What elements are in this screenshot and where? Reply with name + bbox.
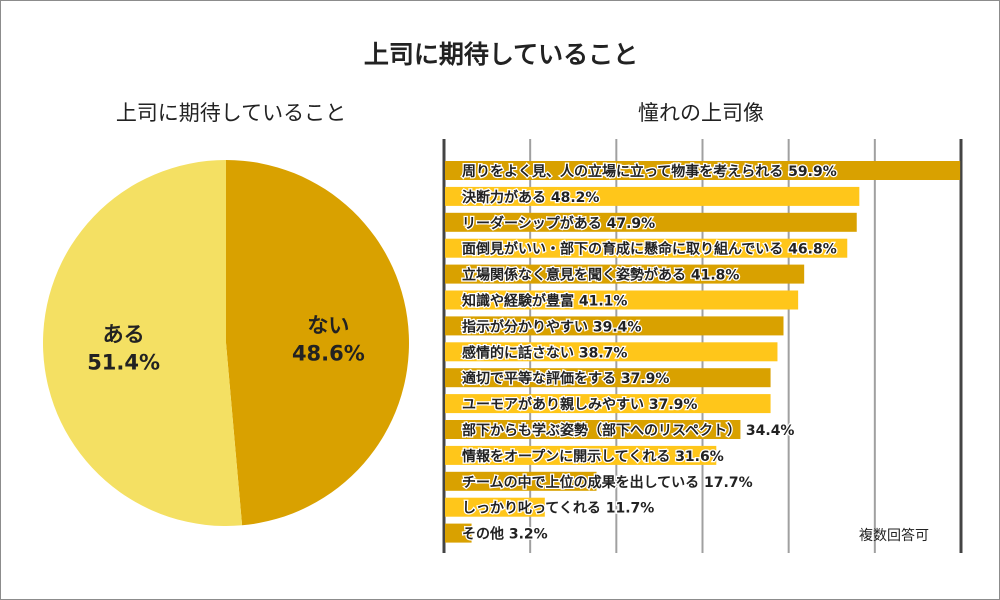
pie-slice-label: ある [103,323,145,347]
chart-title: 上司に期待していること [363,40,639,69]
bar-label: 決断力がある 48.2% [462,189,599,206]
bar [445,264,805,284]
bar [445,497,545,517]
bar [445,420,741,439]
bar [445,471,597,491]
bar-label: しっかり叱ってくれる 11.7% [462,501,654,517]
bar-chart: 周りをよく見、人の立場に立って物事を考えられる 59.9% 決断力がある 48.2… [442,139,963,553]
bar-label: 情報をオープンに開示してくれる 31.6% [462,448,724,465]
bar [445,523,472,543]
pie-slice [226,160,410,526]
bar-label: 面倒見がいい・部下の育成に懸命に取り組んでいる 46.8% [462,241,837,258]
bar-label: ユーモアがあり親しみやすい 37.9% [462,396,697,413]
pie-chart-title: 上司に期待していること [115,101,347,125]
bar-label: リーダーシップがある 47.9% [462,215,655,232]
bar-label: 指示が分かりやすい 39.4% [462,318,641,335]
pie-slice-value-label: 48.6% [292,341,365,365]
bar [445,368,771,388]
bar-label: 知識や経験が豊富 41.1% [462,293,627,310]
bar [445,186,860,206]
bar [445,342,778,362]
bar [445,316,784,336]
bar-label: 適切で平等な評価をする 37.9% [462,370,669,387]
bar [445,445,717,465]
pie-slice-label: ない [307,313,349,337]
bar-label: 部下からも学ぶ姿勢（部下へのリスペクト） 34.4% [462,422,794,439]
bar [445,212,857,232]
bar-label: 立場関係なく意見を聞く姿勢がある 41.8% [462,267,739,284]
bar [445,290,799,310]
pie-slice-value-label: 51.4% [87,351,160,375]
bar-label: チームの中で上位の成果を出している 17.7% [462,474,753,491]
bar-label: 周りをよく見、人の立場に立って物事を考えられる 59.9% [462,163,837,180]
multiple-answer-note: 複数回答可 [859,528,929,544]
bar-label: 感情的に話さない 38.7% [462,344,627,361]
pie-slice [43,160,243,526]
pie-chart: ない 48.6% ある 51.4% [43,160,410,526]
bar-chart-title: 憧れの上司像 [638,101,764,125]
bar-label: その他 3.2% [462,526,548,543]
bar [445,394,771,414]
bar [445,161,961,180]
bar [445,238,848,258]
